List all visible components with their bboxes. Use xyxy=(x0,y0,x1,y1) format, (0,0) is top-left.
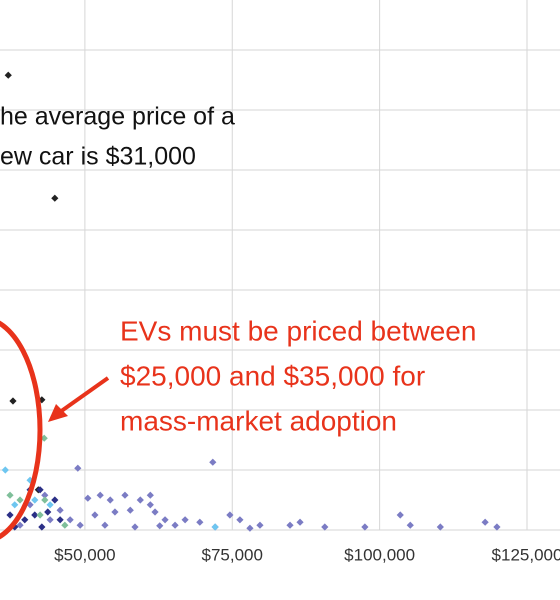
point xyxy=(26,476,34,484)
x-tick-label: $100,000 xyxy=(344,545,415,564)
point xyxy=(406,521,414,529)
point xyxy=(226,511,234,519)
point xyxy=(286,521,294,529)
point xyxy=(151,508,159,516)
point xyxy=(146,491,154,499)
point xyxy=(161,516,169,524)
point xyxy=(38,523,46,531)
point xyxy=(96,491,104,499)
point xyxy=(11,501,19,509)
annotations: he average price of a ew car is $31,000 … xyxy=(0,103,476,540)
grid: $50,000 $75,000 $100,000 $125,000 xyxy=(0,0,560,564)
point xyxy=(256,521,264,529)
point xyxy=(209,458,217,466)
point xyxy=(40,434,48,442)
x-tick-label: $75,000 xyxy=(202,545,263,564)
point xyxy=(51,496,59,504)
point xyxy=(171,521,179,529)
point xyxy=(131,523,139,531)
point xyxy=(181,516,189,524)
point xyxy=(21,516,29,524)
point xyxy=(196,518,204,526)
annotation-text: mass-market adoption xyxy=(120,405,397,436)
x-tick-label: $125,000 xyxy=(492,545,560,564)
point xyxy=(321,523,329,531)
point xyxy=(126,506,134,514)
annotation-text: ew car is $31,000 xyxy=(0,143,196,171)
point xyxy=(236,516,244,524)
point xyxy=(56,506,64,514)
point xyxy=(146,501,154,509)
point xyxy=(46,516,54,524)
point xyxy=(26,501,34,509)
point xyxy=(16,496,24,504)
point xyxy=(36,486,44,494)
highlight-circle xyxy=(0,320,43,540)
point xyxy=(481,518,489,526)
point xyxy=(84,494,92,502)
point xyxy=(121,491,129,499)
point xyxy=(1,466,9,474)
point xyxy=(46,501,54,509)
point xyxy=(436,523,444,531)
arrow-shaft xyxy=(58,376,110,414)
point xyxy=(106,496,114,504)
point xyxy=(361,523,369,531)
point xyxy=(493,523,501,531)
point xyxy=(41,491,49,499)
x-tick-label: $50,000 xyxy=(54,545,115,564)
points xyxy=(1,71,501,532)
annotation-text: he average price of a xyxy=(0,103,235,131)
point xyxy=(66,516,74,524)
point xyxy=(31,511,39,519)
point xyxy=(101,521,109,529)
point xyxy=(211,523,219,531)
point xyxy=(74,464,82,472)
point xyxy=(91,511,99,519)
point xyxy=(44,508,52,516)
point xyxy=(61,521,69,529)
point xyxy=(36,511,44,519)
point xyxy=(6,491,14,499)
point xyxy=(246,524,254,532)
point xyxy=(41,496,49,504)
point xyxy=(31,496,39,504)
point xyxy=(296,518,304,526)
annotation-text: $25,000 and $35,000 for xyxy=(120,360,425,391)
point xyxy=(396,511,404,519)
annotation-text: EVs must be priced between xyxy=(120,315,476,346)
point xyxy=(156,522,164,530)
arrow-head xyxy=(48,404,68,422)
point xyxy=(56,516,64,524)
point xyxy=(6,511,14,519)
point xyxy=(16,521,24,529)
point xyxy=(111,508,119,516)
point xyxy=(51,194,59,202)
point xyxy=(4,71,12,79)
point xyxy=(9,397,17,405)
point xyxy=(136,496,144,504)
point xyxy=(76,521,84,529)
